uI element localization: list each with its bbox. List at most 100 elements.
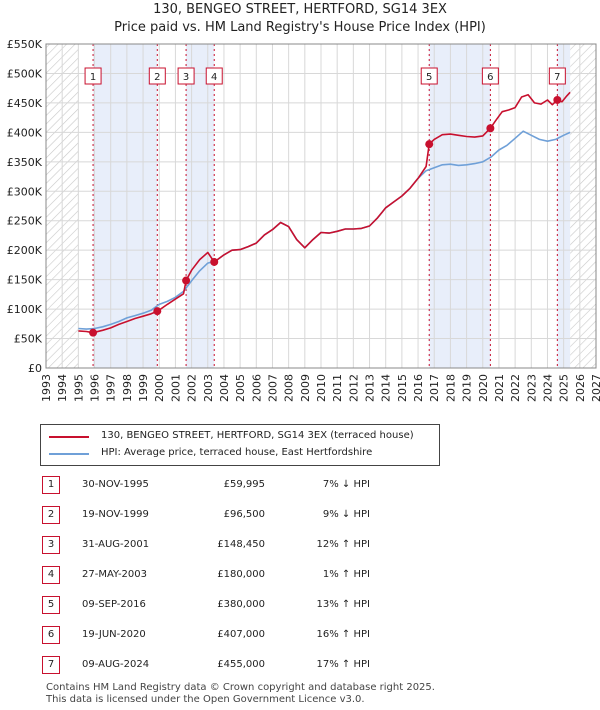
x-tick-label: 2013: [364, 374, 377, 402]
sale-hpi-diff: 13% ↑ HPI: [316, 599, 370, 610]
x-tick-label: 2002: [186, 374, 199, 402]
x-tick-label: 2019: [461, 374, 474, 402]
chart-title: 130, BENGEO STREET, HERTFORD, SG14 3EX: [153, 2, 447, 17]
price-chart: 1 2 3 4 5 6 7 £0 £50K £100K £150K £200K £250K £300K £…: [7, 38, 600, 402]
table-row: 2 19-NOV-1999 £96,500 9% ↓ HPI: [0, 500, 600, 530]
legend-swatch-hpi: [49, 453, 89, 455]
sale-marker-label-box: [84, 67, 102, 85]
legend: 130, BENGEO STREET, HERTFORD, SG14 3EX (…: [40, 424, 440, 466]
x-tick-label: 2006: [250, 374, 263, 402]
y-tick-label: £250K: [7, 215, 43, 228]
x-tick-label: 2010: [315, 374, 328, 402]
sale-marker-label: 1: [90, 72, 96, 83]
sale-marker-dot: [425, 140, 434, 149]
sale-marker-label: 4: [211, 72, 217, 83]
table-row: 5 09-SEP-2016 £380,000 13% ↑ HPI: [0, 590, 600, 620]
sale-marker-label: 7: [554, 72, 560, 83]
sale-date: 19-NOV-1999: [82, 509, 149, 520]
sale-marker-dot: [182, 276, 191, 285]
sale-marker-label-box: [177, 67, 195, 85]
footer-licence: This data is licensed under the Open Gov…: [46, 694, 365, 705]
x-tick-label: 2000: [153, 374, 166, 402]
shaded-period: [93, 44, 158, 368]
sale-number-badge: 4: [42, 566, 60, 584]
sale-number-badge: 2: [42, 506, 60, 524]
sale-hpi-diff: 12% ↑ HPI: [316, 539, 370, 550]
x-tick-label: 1994: [56, 374, 69, 402]
sale-date: 27-MAY-2003: [82, 569, 148, 580]
sale-marker-dot: [486, 124, 495, 133]
y-tick-label: £350K: [7, 156, 43, 169]
sale-marker-label-box: [148, 67, 166, 85]
sale-marker-label: 5: [426, 72, 432, 83]
y-tick-label: £0: [28, 362, 42, 375]
x-tick-label: 1995: [72, 374, 85, 402]
table-row: 3 31-AUG-2001 £148,450 12% ↑ HPI: [0, 530, 600, 560]
sale-marker-dot: [89, 328, 98, 337]
sale-number-badge: 3: [42, 536, 60, 554]
sale-price: £380,000: [217, 599, 265, 610]
plot-frame: [45, 43, 597, 369]
x-tick-label: 1997: [105, 374, 118, 402]
sale-price: £455,000: [217, 659, 265, 670]
x-tick-label: 2012: [347, 374, 360, 402]
y-tick-label: £550K: [7, 38, 43, 51]
y-tick-label: £200K: [7, 244, 43, 257]
footer-copyright: Contains HM Land Registry data © Crown c…: [46, 682, 435, 693]
table-row: 6 19-JUN-2020 £407,000 16% ↑ HPI: [0, 620, 600, 650]
sale-date: 09-AUG-2024: [82, 659, 150, 670]
sale-price: £59,995: [223, 479, 265, 490]
x-tick-label: 1998: [121, 374, 134, 402]
y-tick-label: £400K: [7, 126, 43, 139]
x-tick-label: 1996: [89, 374, 102, 402]
sale-hpi-diff: 7% ↓ HPI: [322, 479, 370, 490]
sale-hpi-diff: 17% ↑ HPI: [316, 659, 370, 670]
x-tick-label: 2017: [428, 374, 441, 402]
x-tick-label: 2007: [266, 374, 279, 402]
sale-number-badge: 5: [42, 596, 60, 614]
sale-price: £407,000: [217, 629, 265, 640]
x-tick-label: 2008: [283, 374, 296, 402]
shaded-period: [186, 44, 215, 368]
sale-marker-dot: [153, 307, 162, 316]
sale-marker-label: 2: [154, 72, 160, 83]
y-tick-label: £300K: [7, 185, 43, 198]
sale-marker-label: 6: [487, 72, 493, 83]
y-tick-label: £150K: [7, 274, 43, 287]
sale-date: 19-JUN-2020: [82, 629, 146, 640]
sale-number-badge: 7: [42, 656, 60, 674]
sale-price: £180,000: [217, 569, 265, 580]
sale-date: 31-AUG-2001: [82, 539, 150, 550]
x-tick-label: 2022: [509, 374, 522, 402]
sale-hpi-diff: 1% ↑ HPI: [322, 569, 370, 580]
table-row: 1 30-NOV-1995 £59,995 7% ↓ HPI: [0, 470, 600, 500]
sale-marker-label: 3: [183, 72, 189, 83]
y-tick-label: £100K: [7, 303, 43, 316]
x-tick-label: 2011: [331, 374, 344, 402]
x-tick-label: 2003: [202, 374, 215, 402]
x-tick-label: 1999: [137, 374, 150, 402]
legend-swatch-price: [49, 436, 89, 438]
sale-hpi-diff: 16% ↑ HPI: [316, 629, 370, 640]
legend-label-hpi: HPI: Average price, terraced house, East…: [101, 447, 373, 458]
sale-date: 09-SEP-2016: [82, 599, 146, 610]
hatch-after-data: [570, 44, 596, 368]
x-tick-label: 2009: [299, 374, 312, 402]
sale-date: 30-NOV-1995: [82, 479, 149, 490]
table-row: 4 27-MAY-2003 £180,000 1% ↑ HPI: [0, 560, 600, 590]
sale-marker-dot: [210, 257, 219, 266]
sale-hpi-diff: 9% ↓ HPI: [322, 509, 370, 520]
sale-number-badge: 1: [42, 476, 60, 494]
sale-marker-dot: [553, 95, 562, 104]
x-tick-label: 1993: [40, 374, 53, 402]
x-tick-label: 2015: [396, 374, 409, 402]
sale-marker-label-box: [205, 67, 223, 85]
x-tick-label: 2020: [477, 374, 490, 402]
sale-marker-label-box: [420, 67, 438, 85]
x-tick-label: 2026: [574, 374, 587, 402]
x-tick-label: 2024: [541, 374, 554, 402]
x-tick-label: 2016: [412, 374, 425, 402]
x-tick-label: 2014: [380, 374, 393, 402]
shaded-period: [429, 44, 491, 368]
chart-subtitle: Price paid vs. HM Land Registry's House …: [114, 20, 486, 35]
